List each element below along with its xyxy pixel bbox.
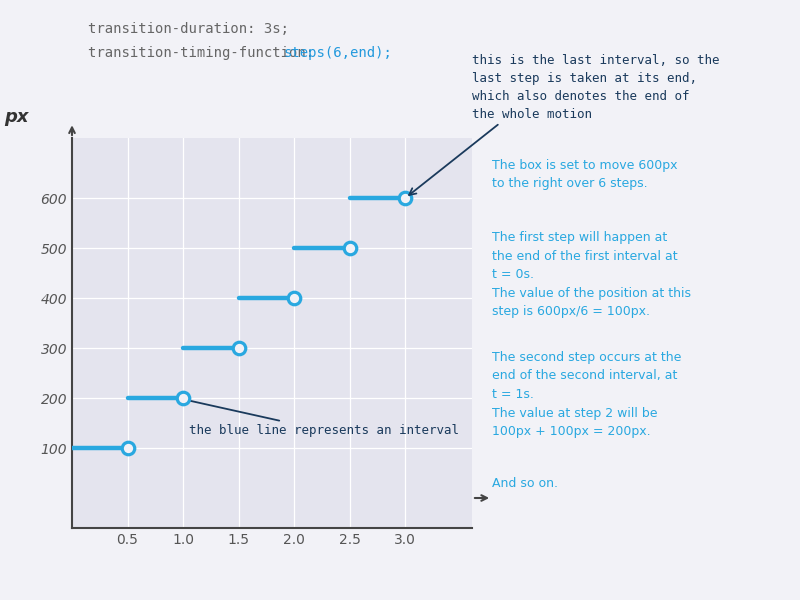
Text: px: px	[4, 108, 28, 127]
Text: And so on.: And so on.	[492, 477, 558, 490]
Text: The first step will happen at
the end of the first interval at
t = 0s.
The value: The first step will happen at the end of…	[492, 231, 691, 318]
Text: steps(6,end);: steps(6,end);	[284, 46, 393, 60]
Text: transition-duration: 3s;: transition-duration: 3s;	[88, 22, 289, 36]
Text: this is the last interval, so the
last step is taken at its end,
which also deno: this is the last interval, so the last s…	[472, 54, 719, 121]
Text: the blue line represents an interval: the blue line represents an interval	[182, 398, 458, 437]
Text: The second step occurs at the
end of the second interval, at
t = 1s.
The value a: The second step occurs at the end of the…	[492, 351, 682, 438]
Text: The box is set to move 600px
to the right over 6 steps.: The box is set to move 600px to the righ…	[492, 159, 678, 191]
Text: transition-timing-function:: transition-timing-function:	[88, 46, 322, 60]
